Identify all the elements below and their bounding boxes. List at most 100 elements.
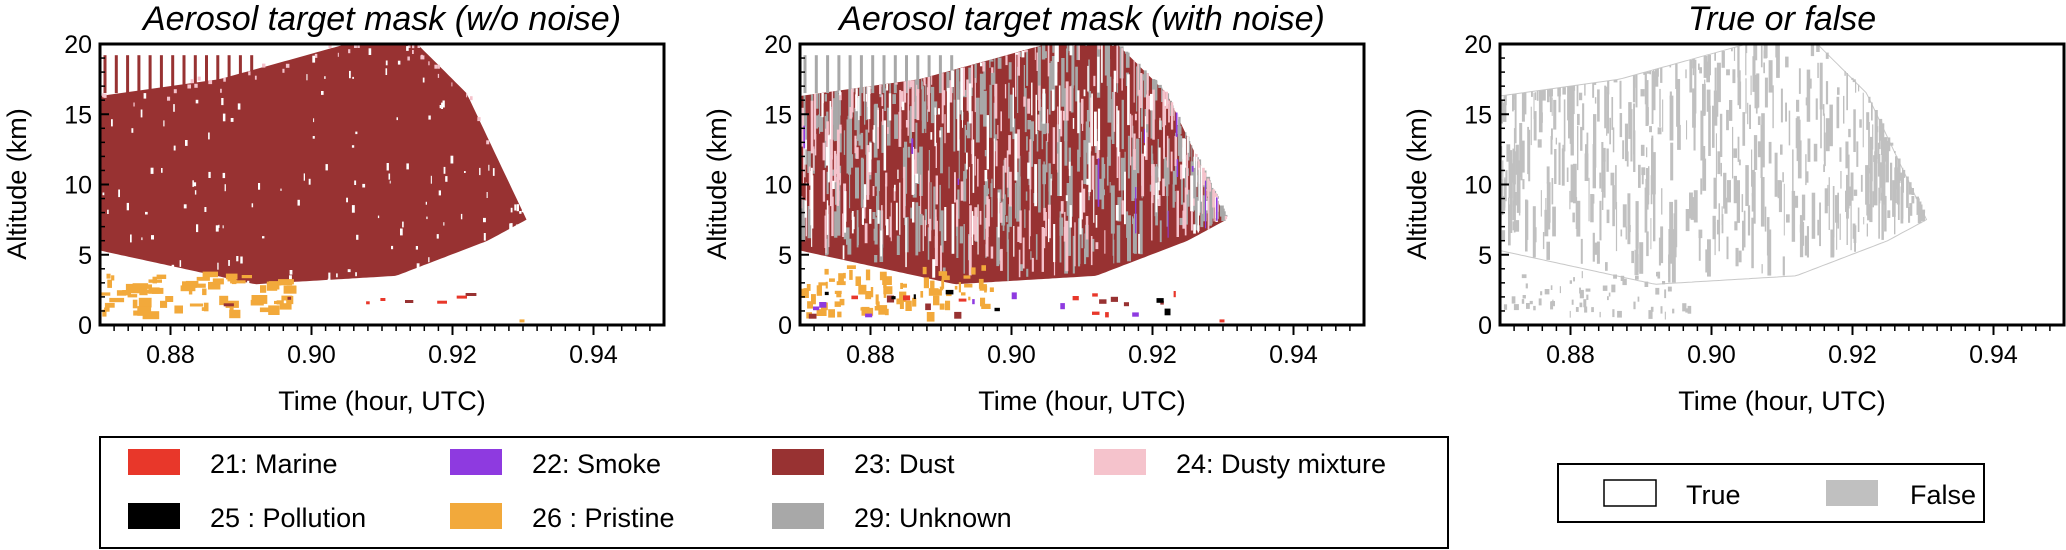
unknown-streak xyxy=(918,206,921,252)
false-streak xyxy=(1785,102,1787,122)
gap xyxy=(208,132,210,140)
pristine-patch xyxy=(230,280,246,284)
dusty-mixture-streak xyxy=(1164,108,1167,126)
unknown-streak xyxy=(1016,172,1020,222)
false-speck xyxy=(1569,280,1572,284)
gap xyxy=(351,145,355,148)
false-streak xyxy=(1657,127,1662,135)
dusty-mixture-speck xyxy=(208,80,213,85)
pristine-patch xyxy=(212,278,224,285)
dusty-mixture-speck xyxy=(428,61,430,66)
pristine-patch xyxy=(182,281,197,288)
gap xyxy=(297,199,300,206)
unknown-streak xyxy=(859,87,862,116)
false-streak xyxy=(1745,44,1747,76)
false-streak xyxy=(1509,181,1513,233)
unknown-streak xyxy=(1127,215,1131,262)
false-streak xyxy=(1868,122,1870,174)
dusty-mixture-speck xyxy=(133,102,135,107)
gap xyxy=(222,113,226,122)
pristine-patch xyxy=(834,290,842,294)
gap xyxy=(483,217,486,223)
false-streak xyxy=(1761,113,1765,168)
false-streak xyxy=(1802,222,1805,246)
unknown-streak xyxy=(1018,155,1021,187)
false-speck xyxy=(1503,304,1508,310)
unknown-streak xyxy=(1024,88,1027,133)
false-streak xyxy=(1873,159,1878,206)
dusty-mixture-streak xyxy=(1204,172,1207,182)
gap xyxy=(843,213,846,233)
gap xyxy=(895,202,898,231)
dusty-mixture-streak xyxy=(830,109,833,160)
gap xyxy=(280,188,282,191)
false-streak xyxy=(1631,250,1634,264)
unknown-streak xyxy=(1070,85,1074,113)
false-streak xyxy=(1551,178,1554,205)
false-speck xyxy=(1635,275,1639,280)
dusty-mixture-streak xyxy=(1168,100,1170,123)
false-streak xyxy=(1692,88,1696,128)
dusty-mixture-streak xyxy=(994,83,998,119)
gap xyxy=(492,168,495,176)
unknown-streak xyxy=(1044,51,1047,59)
dusty-mixture-streak xyxy=(1146,94,1149,125)
dusty-mixture-streak xyxy=(1192,198,1195,206)
unknown-streak xyxy=(850,154,854,168)
gap xyxy=(810,170,813,226)
false-streak xyxy=(1553,99,1557,130)
false-streak xyxy=(1764,206,1767,232)
gap xyxy=(1027,162,1030,179)
dusty-mixture-streak xyxy=(1118,151,1121,191)
unknown-streak xyxy=(940,127,943,174)
gap xyxy=(196,224,199,233)
dusty-mixture-streak xyxy=(895,82,898,85)
false-streak xyxy=(1719,113,1723,157)
dusty-mixture-streak xyxy=(1004,157,1007,173)
legend-swatch xyxy=(1094,449,1146,475)
unknown-streak xyxy=(930,86,935,124)
false-speck xyxy=(1620,275,1625,281)
false-streak xyxy=(1686,120,1688,140)
unknown-streak xyxy=(984,197,988,205)
unknown-streak xyxy=(990,183,993,197)
false-streak xyxy=(1836,200,1838,250)
false-streak xyxy=(1693,190,1698,223)
unknown-streak xyxy=(993,102,996,142)
dusty-mixture-streak xyxy=(916,89,920,121)
false-streak xyxy=(1658,237,1661,266)
dusty-mixture-streak xyxy=(1182,210,1186,229)
false-speck xyxy=(1685,308,1690,313)
gap xyxy=(826,200,829,235)
false-streak xyxy=(1757,141,1762,158)
false-speck xyxy=(1608,292,1611,297)
gap xyxy=(1088,142,1091,193)
panel-true-or-false: True or false 0 5 10 15 20 0.88 0.90 0.92 0.94 T… xyxy=(1402,0,2066,416)
dusty-mixture-streak xyxy=(1152,89,1155,140)
dusty-mixture-streak xyxy=(839,173,841,186)
pristine-patch xyxy=(811,294,816,305)
false-streak xyxy=(1846,73,1848,111)
gap xyxy=(905,217,907,268)
false-streak xyxy=(1640,89,1645,97)
gap xyxy=(1190,175,1194,212)
false-streak xyxy=(1743,210,1746,248)
gap xyxy=(230,118,234,122)
unknown-streak xyxy=(1019,264,1023,271)
false-streak xyxy=(1700,110,1704,161)
unknown-streak xyxy=(1157,139,1159,178)
gap xyxy=(1097,56,1100,93)
false-streak xyxy=(1858,84,1860,92)
legend-label: 25 : Pollution xyxy=(210,503,366,533)
pristine-patch xyxy=(251,295,268,304)
false-streak xyxy=(1641,170,1644,185)
false-streak xyxy=(1685,209,1690,232)
dusty-mixture-streak xyxy=(898,111,902,147)
false-streak xyxy=(1599,200,1602,241)
gap xyxy=(443,222,445,226)
dusty-mixture-speck xyxy=(437,73,440,78)
unknown-streak xyxy=(846,119,849,174)
false-streak xyxy=(1552,206,1556,237)
false-streak xyxy=(1525,199,1528,252)
false-speck xyxy=(1550,285,1553,290)
